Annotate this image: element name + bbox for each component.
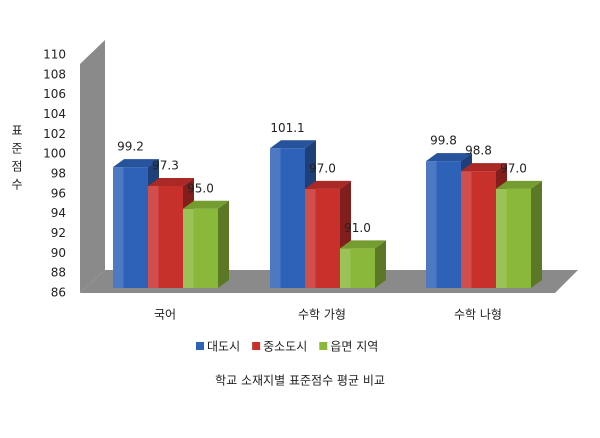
value-label: 99.2	[117, 140, 144, 154]
y-tick-label: 98	[51, 167, 66, 181]
value-label: 101.1	[270, 121, 304, 135]
y-tick-label: 100	[43, 147, 66, 161]
value-label: 97.3	[152, 158, 179, 172]
y-tick-label: 110	[43, 48, 66, 62]
value-label: 95.0	[187, 181, 214, 195]
bar	[183, 200, 229, 288]
bar	[496, 180, 542, 288]
x-tick-label: 수학 나형	[454, 308, 502, 322]
value-label: 97.0	[309, 161, 336, 175]
y-tick-label: 90	[51, 246, 66, 260]
y-tick-label: 94	[51, 206, 66, 220]
y-tick-label: 102	[43, 127, 66, 141]
x-tick-label: 국어	[154, 308, 176, 322]
y-axis-label: 표준점수	[10, 124, 24, 196]
y-tick-label: 92	[51, 226, 66, 240]
value-label: 99.8	[430, 134, 457, 148]
x-tick-label: 수학 가형	[298, 308, 346, 322]
y-tick-label: 104	[43, 107, 66, 121]
y-tick-label: 96	[51, 186, 66, 200]
legend-swatch	[319, 342, 328, 350]
y-tick-label: 86	[51, 286, 66, 300]
value-label: 98.8	[465, 144, 492, 158]
back-wall	[80, 40, 105, 293]
bar	[340, 240, 386, 288]
y-tick-label: 108	[43, 67, 66, 81]
legend-label: 읍면 지역	[330, 340, 378, 354]
legend-swatch	[196, 342, 204, 350]
value-label: 97.0	[500, 161, 527, 175]
y-tick-label: 88	[51, 266, 66, 280]
value-label: 91.0	[344, 221, 371, 235]
legend-label: 대도시	[207, 340, 240, 354]
chart-title: 학교 소재지별 표준점수 평균 비교	[215, 374, 385, 388]
legend-swatch	[252, 342, 261, 350]
legend-label: 중소도시	[263, 340, 307, 354]
y-tick-label: 106	[43, 87, 66, 101]
